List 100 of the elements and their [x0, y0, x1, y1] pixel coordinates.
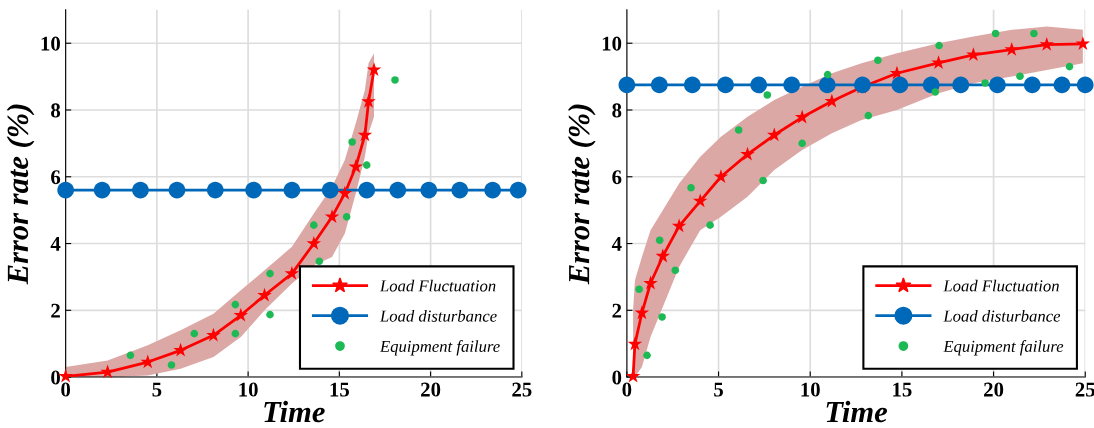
point: [763, 91, 772, 99]
point: [671, 218, 687, 233]
x-tick-label: 0: [622, 382, 632, 397]
point: [635, 285, 643, 294]
x-axis-title: Time: [264, 400, 325, 423]
point: [1065, 62, 1074, 71]
point: [266, 269, 274, 278]
point: [342, 213, 351, 221]
point: [794, 109, 810, 124]
point: [348, 138, 356, 146]
x-tick-label: 15: [330, 382, 350, 397]
point: [991, 29, 1000, 38]
point: [321, 181, 339, 199]
point: [750, 76, 768, 94]
point: [93, 181, 111, 199]
point: [358, 181, 376, 199]
point: [362, 161, 371, 169]
point: [713, 169, 729, 183]
point: [891, 76, 909, 94]
x-tick-label: 0: [61, 382, 71, 397]
point: [509, 181, 527, 199]
point: [767, 127, 782, 142]
point: [1023, 76, 1041, 94]
x-tick-label: 5: [152, 382, 162, 397]
legend-label: Equipment failure: [379, 340, 500, 356]
point: [931, 55, 946, 70]
point: [952, 76, 970, 94]
point: [245, 181, 262, 199]
y-tick-label: 6: [612, 170, 622, 185]
legend-label: Load disturbance: [379, 310, 497, 322]
point: [1004, 41, 1019, 56]
legend-label: Load disturbance: [943, 310, 1061, 322]
x-tick-label: 10: [239, 382, 258, 397]
point: [1075, 36, 1091, 51]
point: [306, 235, 322, 250]
point: [484, 181, 501, 199]
point: [233, 307, 249, 322]
point: [655, 248, 671, 263]
point: [451, 181, 469, 199]
point: [337, 185, 353, 200]
point: [420, 181, 438, 199]
point: [692, 193, 708, 208]
point: [823, 70, 832, 79]
point: [357, 127, 373, 142]
y-tick-label: 4: [611, 237, 622, 251]
point: [1039, 36, 1055, 51]
point: [634, 305, 650, 320]
y-tick-label: 4: [50, 237, 61, 251]
y-tick-label: 8: [612, 103, 622, 118]
point: [740, 146, 755, 161]
point: [650, 76, 668, 94]
point: [981, 79, 989, 87]
point: [190, 329, 199, 338]
point: [315, 257, 324, 266]
y-tick-label: 0: [612, 370, 622, 385]
point: [126, 351, 135, 360]
point: [935, 41, 943, 50]
point: [168, 181, 186, 199]
point: [1076, 76, 1094, 94]
x-tick-label: 20: [421, 382, 441, 397]
legend-label: Equipment failure: [943, 340, 1064, 356]
point: [348, 159, 364, 173]
point: [257, 287, 272, 302]
x-axis-title: Time: [826, 400, 888, 423]
point: [1053, 76, 1071, 94]
y-axis-title: Error rate (%): [6, 104, 35, 285]
point: [734, 126, 743, 134]
y-axis-title: Error rate (%): [567, 104, 596, 285]
point: [1016, 72, 1024, 81]
point: [310, 221, 318, 229]
point: [1030, 29, 1038, 38]
point: [798, 139, 806, 148]
point: [361, 94, 376, 108]
point: [627, 336, 643, 351]
point: [324, 209, 340, 223]
legend-label: Load Fluctuation: [943, 279, 1059, 292]
point: [683, 76, 701, 94]
point: [687, 183, 695, 192]
y-tick-label: 6: [51, 170, 61, 185]
point: [206, 181, 224, 199]
y-tick-label: 0: [51, 370, 60, 385]
point: [643, 351, 651, 360]
point: [824, 93, 840, 108]
y-tick-label: 2: [51, 303, 60, 318]
point: [389, 181, 407, 199]
point: [132, 181, 149, 199]
point: [284, 265, 300, 280]
x-tick-label: 25: [1075, 382, 1094, 397]
point: [818, 76, 836, 94]
point: [655, 236, 664, 244]
point: [366, 62, 382, 77]
x-tick-label: 5: [714, 382, 723, 397]
point: [658, 313, 666, 321]
point: [283, 181, 301, 199]
point: [864, 111, 873, 120]
x-tick-label: 10: [801, 382, 820, 397]
point: [706, 221, 714, 229]
point: [989, 76, 1006, 94]
point: [671, 266, 680, 275]
point: [231, 329, 240, 338]
